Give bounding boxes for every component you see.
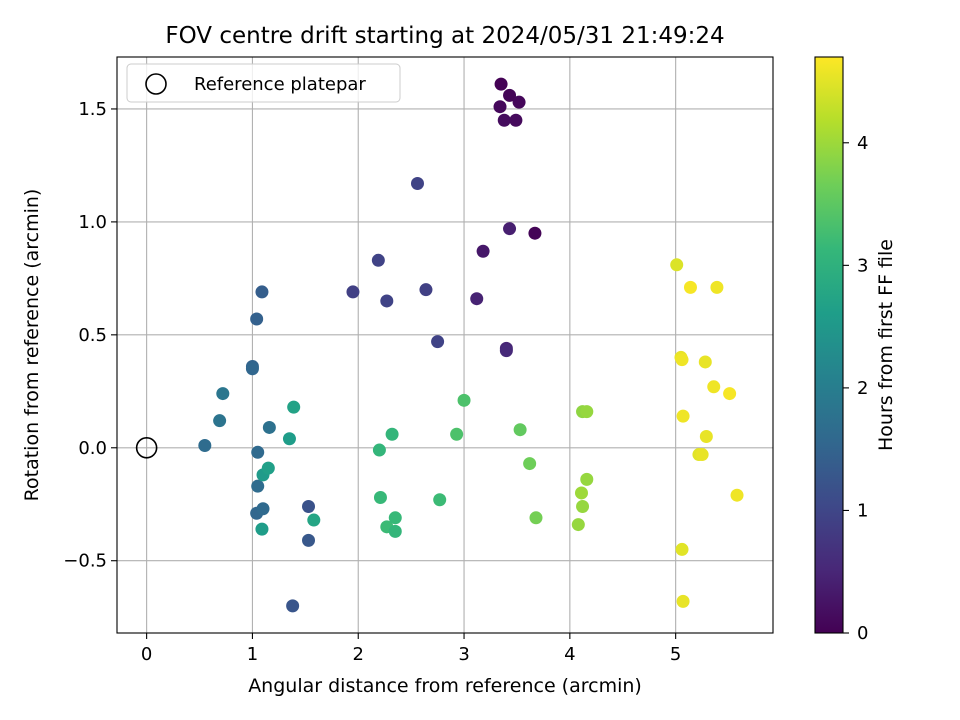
data-point [576,500,590,514]
data-point [302,500,316,514]
x-tick-label: 2 [353,644,364,665]
grid [117,57,773,633]
data-point [410,176,424,190]
data-point [251,445,265,459]
y-axis-label: Rotation from reference (arcmin) [21,189,43,502]
plot-frame [116,56,774,634]
data-point [580,472,594,486]
colorbar-frame [814,56,844,634]
data-point [695,448,709,462]
data-point [523,457,537,471]
data-point [373,490,387,504]
data-point [388,524,402,538]
data-point [499,344,513,358]
reference-point-marker [135,436,158,459]
legend-box [126,63,401,103]
data-point [670,258,684,272]
y-tick-label: −0.5 [63,551,107,572]
data-point [457,393,471,407]
data-point [497,113,511,127]
data-point [723,387,737,401]
data-point [730,488,744,502]
data-point [256,502,270,516]
colorbar [815,57,843,633]
data-point [503,222,517,236]
data-point [675,353,689,367]
colorbar-ticks: 0 1 2 3 4 [843,133,868,644]
data-point [580,405,594,419]
y-tick-label: 0.5 [78,325,107,346]
data-point [512,95,526,109]
data-point [699,429,713,443]
data-point [529,511,543,525]
data-point [287,400,301,414]
colorbar-tick-label: 3 [857,255,868,276]
data-point [494,77,508,91]
data-point [251,479,265,493]
data-point [286,599,300,613]
data-point [513,423,527,437]
data-point [380,294,394,308]
data-point [433,493,447,507]
colorbar-tick-label: 2 [857,378,868,399]
data-point [707,380,721,394]
colorbar-tick-label: 4 [857,133,868,154]
data-point [710,280,724,294]
data-point [698,355,712,369]
data-point [372,443,386,457]
data-point [216,387,230,401]
data-point [503,88,517,102]
data-point [571,518,585,532]
data-point [282,432,296,446]
x-tick-label: 1 [247,644,258,665]
data-point [419,283,433,297]
data-point [574,486,588,500]
data-point [493,100,507,114]
legend-label: Reference platepar [194,74,366,95]
data-point [307,513,321,527]
data-point [213,414,227,428]
chart-title: FOV centre drift starting at 2024/05/31 … [165,23,724,49]
data-point [431,335,445,349]
data-point [450,427,464,441]
colorbar-tick-label: 0 [857,623,868,644]
data-point [509,113,523,127]
legend-reference-marker [145,73,167,95]
colorbar-tick-label: 1 [857,500,868,521]
data-point [528,226,542,240]
data-point [346,285,360,299]
data-point [302,533,316,547]
reference-marker-layer [135,436,158,459]
x-tick-label: 4 [564,644,575,665]
data-point [245,362,259,376]
y-tick-label: 1.5 [78,99,107,120]
data-points [198,77,744,613]
data-point [255,522,269,536]
data-point [470,292,484,306]
data-point [250,312,264,326]
data-point [255,285,269,299]
data-point [371,253,385,267]
y-tick-label: 0.0 [78,438,107,459]
x-axis-label: Angular distance from reference (arcmin) [248,675,642,697]
data-point [261,461,275,475]
y-tick-label: 1.0 [78,212,107,233]
data-point [683,280,697,294]
legend: Reference platepar [126,63,401,103]
data-point [676,409,690,423]
y-axis-ticks: −0.5 0.0 0.5 1.0 1.5 [63,99,117,572]
data-point [476,244,490,258]
x-tick-label: 5 [670,644,681,665]
x-axis-ticks: 0 1 2 3 4 5 [141,633,681,665]
data-point [385,427,399,441]
data-point [675,542,689,556]
data-point [676,594,690,608]
colorbar-label: Hours from first FF file [875,239,897,451]
x-tick-label: 3 [458,644,469,665]
data-point [198,439,212,453]
x-tick-label: 0 [141,644,152,665]
data-point [262,420,276,434]
data-point [388,511,402,525]
